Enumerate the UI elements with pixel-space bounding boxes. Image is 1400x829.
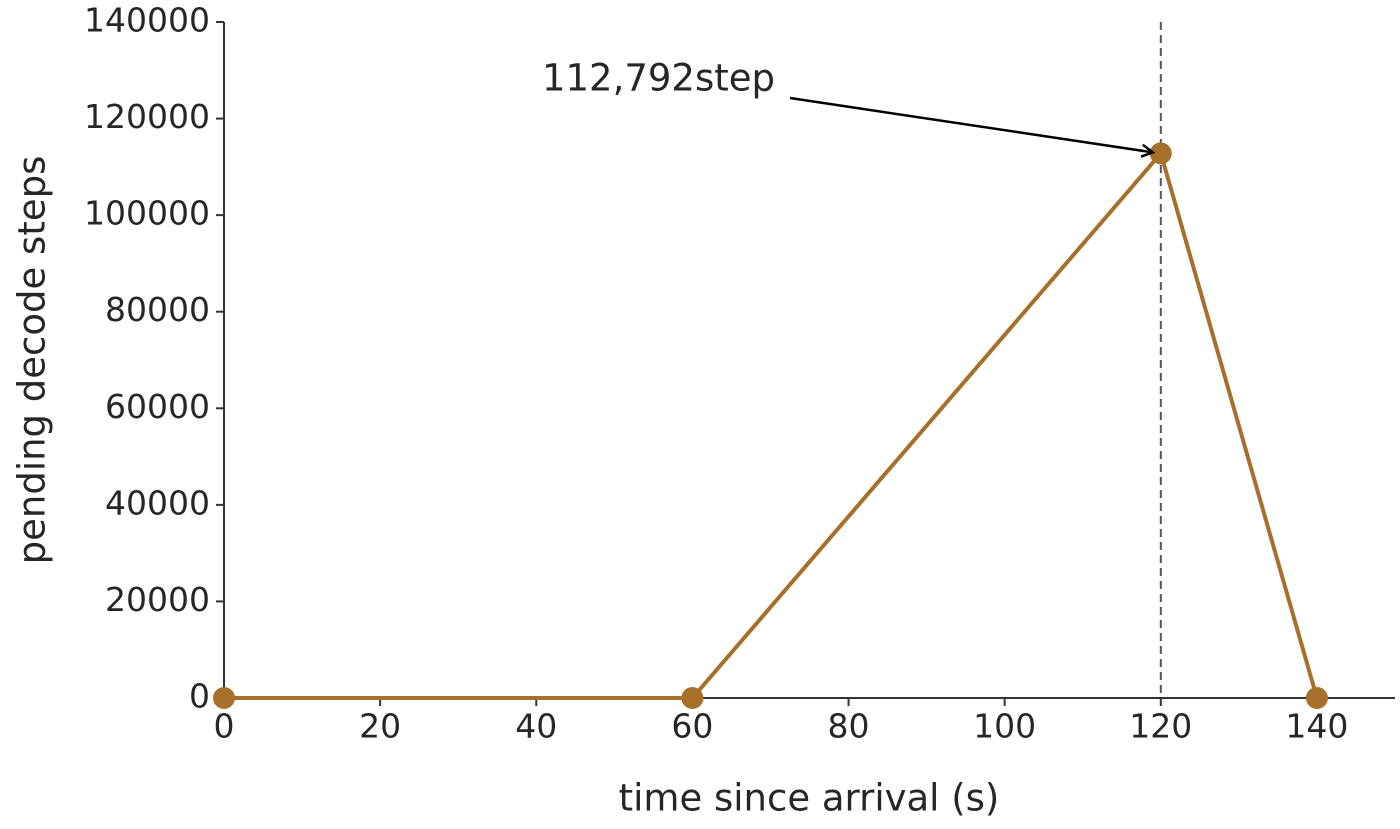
y-tick-label: 40000 — [105, 483, 210, 522]
y-axis-label: pending decode steps — [11, 156, 54, 565]
y-tick-label: 120000 — [84, 97, 210, 136]
y-tick-label: 100000 — [84, 194, 210, 233]
x-axis-label: time since arrival (s) — [619, 777, 1000, 820]
x-tick-label: 0 — [214, 707, 235, 746]
point — [213, 687, 235, 709]
annotation: 112,792step — [542, 57, 775, 100]
x-tick-label: 80 — [828, 707, 870, 746]
x-tick-label: 20 — [359, 707, 401, 746]
point — [681, 687, 704, 709]
y-tick-label: 0 — [189, 677, 210, 716]
annotation-arrow — [789, 96, 1153, 152]
line — [224, 149, 1319, 700]
x-tick-label: 120 — [1129, 707, 1192, 746]
x-tick-label: 60 — [671, 707, 713, 746]
x-tick-label: 140 — [1285, 707, 1348, 746]
y-tick-label: 140000 — [84, 1, 210, 40]
x-tick-label: 40 — [515, 707, 557, 746]
point — [1305, 687, 1328, 709]
x-tick-label: 100 — [973, 707, 1036, 746]
y-tick-label: 60000 — [105, 387, 210, 426]
y-tick-label: 80000 — [105, 290, 210, 329]
y-tick-label: 20000 — [105, 580, 210, 619]
point — [1149, 142, 1172, 165]
